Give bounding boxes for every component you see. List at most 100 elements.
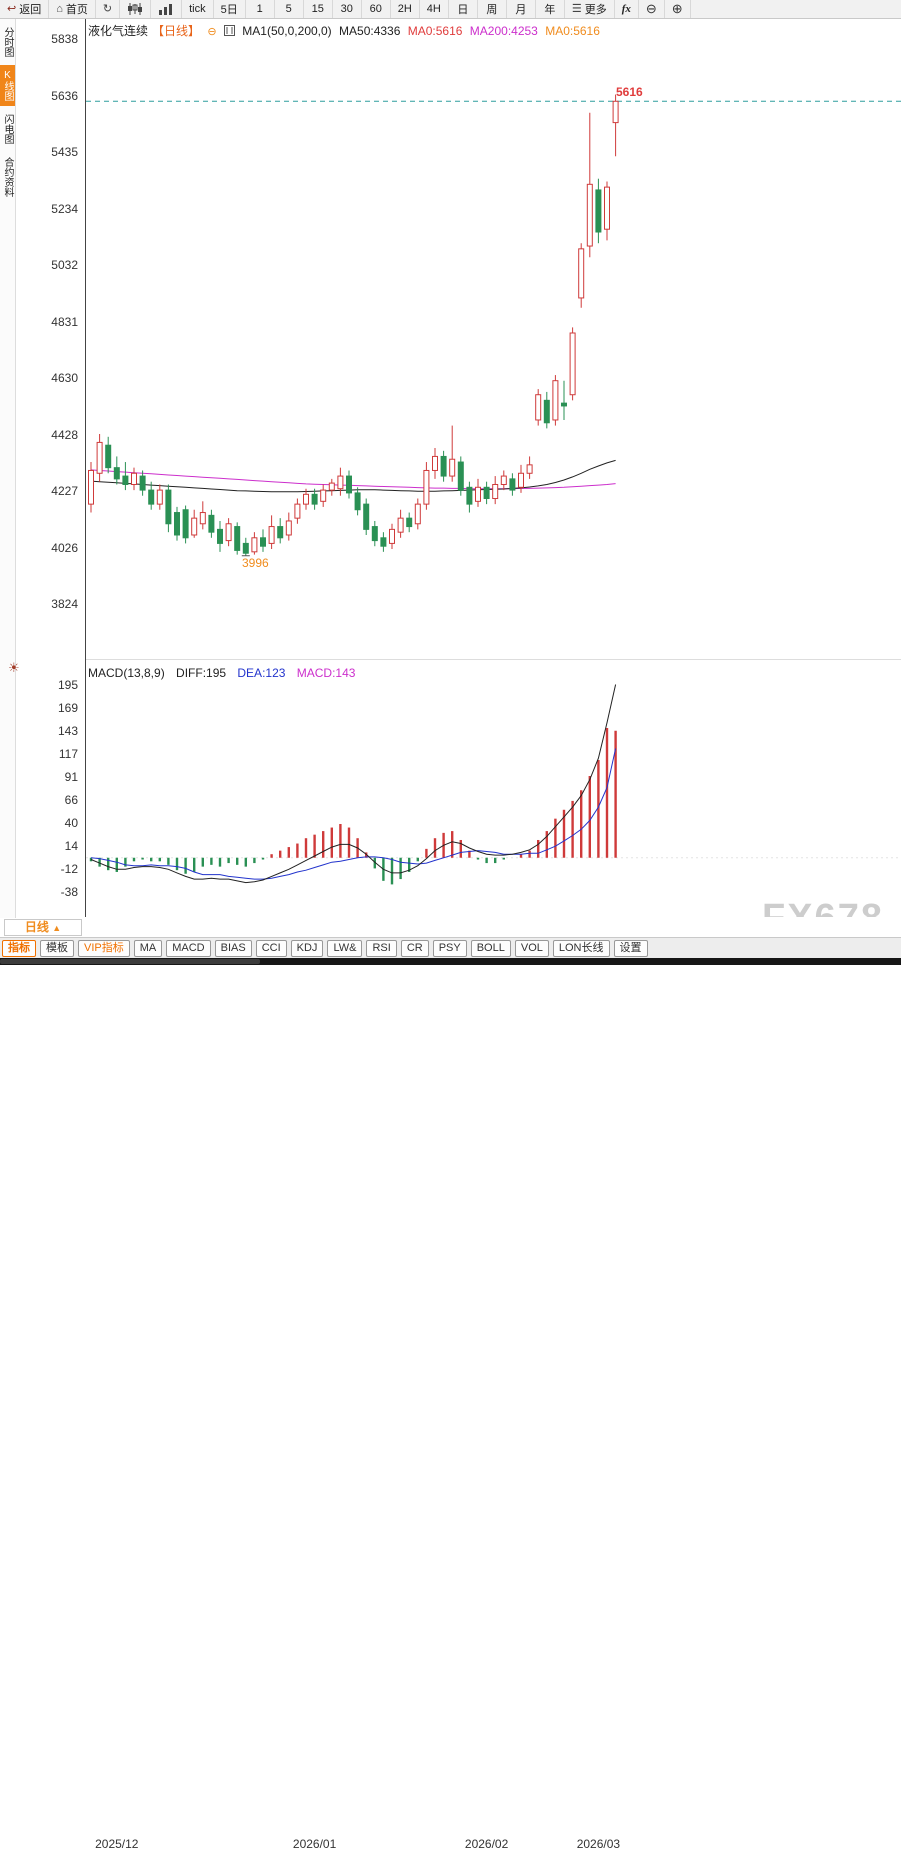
formula-button[interactable]: fx [615, 0, 639, 18]
bottom-tab-RSI[interactable]: RSI [366, 939, 397, 957]
macd-axis-label: -12 [60, 862, 78, 877]
chart-canvas[interactable] [0, 0, 901, 965]
collapse-icon[interactable]: ⊖ [207, 26, 217, 38]
refresh-button[interactable]: ↻ [96, 0, 121, 18]
interval-button-年[interactable]: 年 [536, 0, 565, 18]
candle-chart-type-button[interactable] [120, 0, 152, 18]
back-button[interactable]: ↩ 返回 [0, 0, 50, 18]
bottom-tab-LW&[interactable]: LW& [327, 939, 363, 957]
price-axis-label: 5838 [51, 32, 78, 46]
more-label: 更多 [584, 4, 607, 16]
macd-axis-label: 195 [57, 677, 78, 692]
time-axis-label: 2026/02 [464, 1837, 509, 1851]
time-axis-strip: 2025/12 2026/01 2026/02 2026/03 [0, 917, 901, 1851]
period-selector[interactable]: 日线 ▲ [4, 919, 82, 936]
time-axis-label: 2025/12 [95, 1837, 139, 1851]
back-arrow-icon: ↩ [7, 2, 17, 15]
sidebar-item-K线图[interactable]: K线图 [0, 65, 15, 106]
sidebar-item-合约资料[interactable]: 合约资料 [2, 157, 13, 197]
last-price-label: 5616 [616, 85, 643, 99]
bottom-tab-模板[interactable]: 模板 [40, 939, 74, 957]
zoom-in-icon: ⊕ [671, 1, 683, 16]
time-axis-label: 2026/03 [576, 1837, 621, 1851]
price-axis-label: 5032 [51, 258, 78, 272]
chevron-up-icon: ▲ [52, 923, 62, 933]
bottom-tab-设置[interactable]: 设置 [613, 939, 648, 957]
back-label: 返回 [19, 4, 42, 16]
ma50-value: MA50:4336 [339, 24, 401, 38]
diff-line [90, 684, 617, 884]
price-axis-label: 5234 [51, 201, 78, 216]
macd-axis-label: 14 [64, 839, 78, 854]
macd-settings: MACD(13,8,9) [88, 666, 165, 680]
bottom-tab-CR[interactable]: CR [400, 939, 429, 957]
price-axis-label: 4428 [51, 427, 78, 442]
interval-button-4H[interactable]: 4H [420, 0, 449, 18]
refresh-icon: ↻ [102, 2, 113, 15]
bottom-tab-MA[interactable]: MA [133, 939, 163, 957]
bottom-tab-BIAS[interactable]: BIAS [214, 939, 252, 957]
macd-header: MACD(13,8,9) DIFF:195 DEA:123 MACD:143 [88, 666, 363, 680]
interval-button-5[interactable]: 5 [275, 0, 304, 18]
interval-button-5day[interactable]: 5日 [214, 0, 246, 18]
interval-button-15[interactable]: 15 [304, 0, 333, 18]
candles-layer [88, 94, 619, 556]
bottom-tab-KDJ[interactable]: KDJ [290, 939, 324, 957]
price-axis-label: 3824 [51, 597, 78, 611]
macd-axis-label: 66 [64, 793, 78, 807]
zoom-out-button[interactable]: ⊖ [639, 0, 665, 18]
low-price-label: 3996 [242, 556, 269, 570]
candlestick-icon [128, 3, 143, 15]
ma200-line [90, 469, 616, 490]
interval-button-周[interactable]: 周 [478, 0, 507, 18]
macd-axis-label: 169 [57, 700, 78, 715]
price-axis-label: 5636 [51, 88, 78, 103]
ma0-red-value: MA0:5616 [407, 24, 463, 38]
bottom-tab-LON长线[interactable]: LON长线 [552, 939, 610, 957]
macd-axis-label: 91 [64, 769, 78, 784]
zoom-in-button[interactable]: ⊕ [665, 0, 691, 18]
dea-value: DEA:123 [237, 666, 286, 680]
bottom-tab-指标[interactable]: 指标 [2, 939, 36, 957]
price-axis-label: 4026 [51, 540, 78, 555]
interval-button-日[interactable]: 日 [449, 0, 478, 18]
price-axis-label: 4831 [51, 314, 78, 329]
bottom-scrollbar[interactable] [0, 958, 901, 965]
home-button[interactable]: ⌂ 首页 [49, 0, 96, 18]
bottom-tab-CCI[interactable]: CCI [255, 939, 287, 957]
interval-button-30[interactable]: 30 [333, 0, 362, 18]
scrollbar-thumb[interactable] [0, 959, 260, 964]
bottom-tab-VOL[interactable]: VOL [514, 939, 549, 957]
tick-label: tick [189, 3, 206, 15]
bottom-tab-PSY[interactable]: PSY [432, 939, 467, 957]
sidebar-item-分时图[interactable]: 分时图 [2, 27, 13, 57]
interval-button-1[interactable]: 1 [246, 0, 275, 18]
macd-histogram [89, 728, 617, 885]
hamburger-icon: ☰ [571, 2, 582, 15]
price-axis-label: 5435 [51, 145, 78, 159]
bottom-tab-BOLL[interactable]: BOLL [470, 939, 511, 957]
sidebar-item-闪电图[interactable]: 闪电图 [2, 114, 13, 144]
volume-chart-type-button[interactable] [151, 0, 183, 18]
volume-bars-icon [159, 4, 173, 15]
home-label: 首页 [65, 4, 88, 16]
period-label: 【日线】 [152, 24, 201, 38]
top-toolbar: ↩ 返回 ⌂ 首页 ↻ tick 5日 1 5 15 30 60 2H 4H 日周月年 ☰ 更… [0, 0, 901, 19]
symbol-name: 液化气连续 [88, 24, 149, 38]
interval-button-2H[interactable]: 2H [391, 0, 420, 18]
interval-button-月[interactable]: 月 [507, 0, 536, 18]
ma200-value: MA200:4253 [469, 24, 538, 38]
macd-value: MACD:143 [296, 666, 356, 680]
macd-axis-label: 117 [58, 746, 78, 761]
mini-candle-icon [223, 25, 235, 36]
ma0-orange-value: MA0:5616 [545, 24, 600, 38]
macd-axis-label: 143 [57, 723, 78, 738]
interval-button-tick[interactable]: tick [182, 0, 214, 18]
left-sidebar: 分时图 K线图闪电图合约资料 [0, 19, 16, 918]
price-axis-label: 4227 [51, 484, 78, 498]
interval-button-60[interactable]: 60 [362, 0, 391, 18]
bottom-tab-VIP指标[interactable]: VIP指标 [78, 939, 130, 957]
more-button[interactable]: ☰ 更多 [565, 0, 615, 18]
indicator-settings-sun-icon[interactable]: ☀ [8, 660, 20, 675]
bottom-tab-MACD[interactable]: MACD [166, 939, 211, 957]
